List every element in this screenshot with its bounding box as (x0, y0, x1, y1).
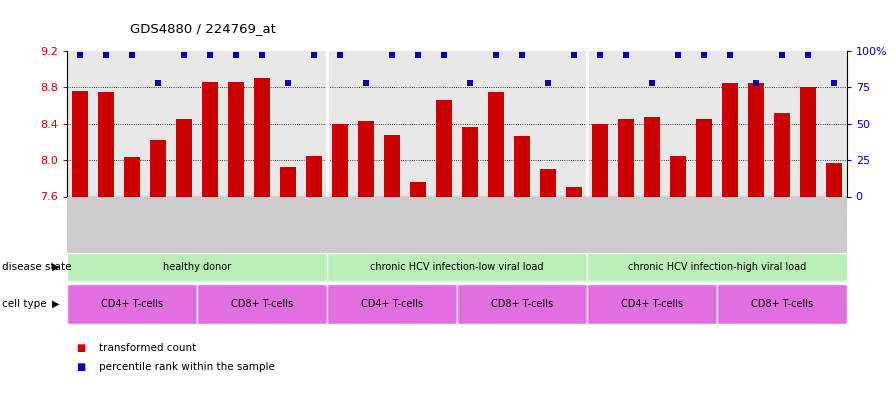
Bar (151, 140, 166, 196)
Text: transformed count: transformed count (99, 343, 196, 353)
Bar (800, 87, 815, 196)
Bar (228, 82, 244, 196)
Bar (618, 119, 633, 196)
Text: ▶: ▶ (52, 299, 59, 309)
Bar (670, 156, 685, 196)
Bar (384, 135, 400, 196)
Text: CD4+ T-cells: CD4+ T-cells (101, 299, 163, 309)
Bar (540, 169, 556, 196)
Bar (99, 92, 114, 196)
Bar (254, 78, 270, 196)
Bar (332, 124, 348, 196)
Text: disease state: disease state (2, 262, 72, 272)
Text: cell type: cell type (2, 299, 47, 309)
Bar (410, 182, 426, 196)
Bar (774, 113, 789, 196)
Bar (358, 121, 374, 196)
Bar (436, 100, 452, 196)
Text: chronic HCV infection-high viral load: chronic HCV infection-high viral load (628, 262, 806, 272)
Text: CD8+ T-cells: CD8+ T-cells (491, 299, 553, 309)
Bar (280, 167, 296, 196)
Bar (202, 82, 218, 196)
Text: percentile rank within the sample: percentile rank within the sample (99, 362, 274, 373)
Bar (826, 163, 841, 196)
Bar (644, 118, 659, 196)
Text: CD8+ T-cells: CD8+ T-cells (231, 299, 293, 309)
Bar (722, 83, 737, 196)
Bar (748, 83, 763, 196)
Bar (488, 92, 504, 196)
Bar (125, 158, 140, 196)
Bar (592, 124, 607, 196)
Bar (73, 91, 88, 196)
Bar (566, 187, 582, 196)
Bar (696, 119, 711, 196)
Text: ■: ■ (76, 362, 85, 373)
Text: CD8+ T-cells: CD8+ T-cells (751, 299, 813, 309)
Bar (306, 156, 322, 196)
Text: ▶: ▶ (52, 262, 59, 272)
Text: ■: ■ (76, 343, 85, 353)
Text: CD4+ T-cells: CD4+ T-cells (621, 299, 683, 309)
Bar (462, 127, 478, 196)
Bar (514, 136, 530, 196)
Text: chronic HCV infection-low viral load: chronic HCV infection-low viral load (370, 262, 544, 272)
Text: healthy donor: healthy donor (163, 262, 231, 272)
Bar (177, 119, 192, 196)
Text: CD4+ T-cells: CD4+ T-cells (361, 299, 423, 309)
Text: GDS4880 / 224769_at: GDS4880 / 224769_at (130, 22, 276, 35)
